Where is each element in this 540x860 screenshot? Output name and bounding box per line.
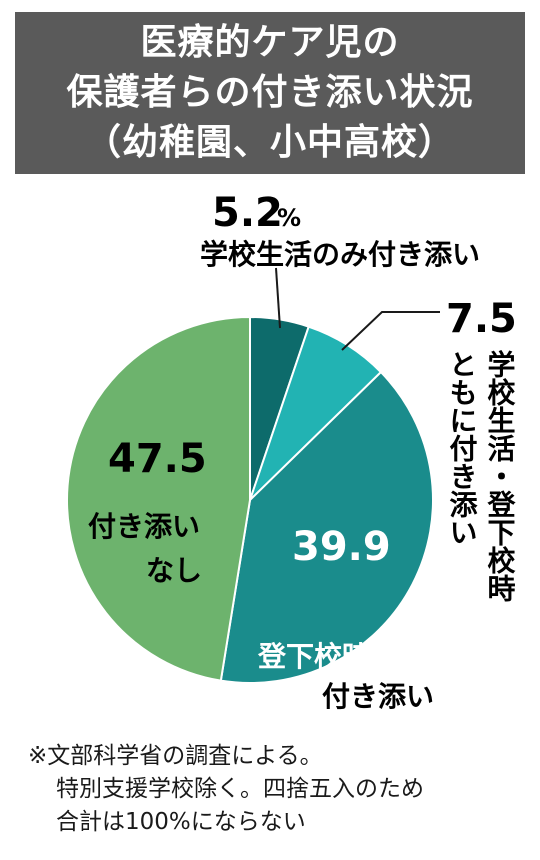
pie-slices xyxy=(66,315,434,684)
footnote-line-3: 合計は100%にならない xyxy=(56,809,306,835)
leader-line-school-only xyxy=(275,267,281,329)
title-line-3: （幼稚園、小中高校） xyxy=(84,122,455,163)
value-label-school-only: 5.2 xyxy=(212,190,283,236)
footnote: ※文部科学省の調査による。 特別支援学校除く。四捨五入のため 合計は100%にな… xyxy=(28,740,528,839)
title-line-2: 保護者らの付き添い状況 xyxy=(66,72,474,113)
category-label-commute-only-1: 登下校時のみ xyxy=(257,640,426,673)
footnote-line-2: 特別支援学校除く。四捨五入のため xyxy=(56,776,424,802)
chart-title: 医療的ケア児の 保護者らの付き添い状況 （幼稚園、小中高校） xyxy=(15,12,525,174)
value-label-commute-only: 39.9 xyxy=(292,524,391,570)
leader-line-both xyxy=(341,311,440,351)
category-label-both-col2: ともに付き添い xyxy=(446,350,479,546)
category-label-both-col1: 学校生活・登下校時 xyxy=(484,349,517,602)
pie-chart: 5.2 % 学校生活のみ付き添い 7.5 学校生活・登下校時 ともに付き添い 3… xyxy=(66,190,517,713)
pie-slice-none xyxy=(66,315,251,682)
value-label-both: 7.5 xyxy=(446,296,517,342)
title-line-1: 医療的ケア児の xyxy=(140,22,400,63)
pie-slice-commute-only xyxy=(219,370,434,684)
footnote-line-1: ※文部科学省の調査による。 xyxy=(28,743,323,769)
category-label-commute-only-2: 付き添い xyxy=(322,680,434,713)
category-label-none-2: なし xyxy=(146,554,202,587)
unit-label-school-only: % xyxy=(277,204,301,232)
category-label-none-1: 付き添い xyxy=(88,510,200,543)
value-label-none: 47.5 xyxy=(108,436,207,482)
category-label-school-only: 学校生活のみ付き添い xyxy=(200,238,480,271)
